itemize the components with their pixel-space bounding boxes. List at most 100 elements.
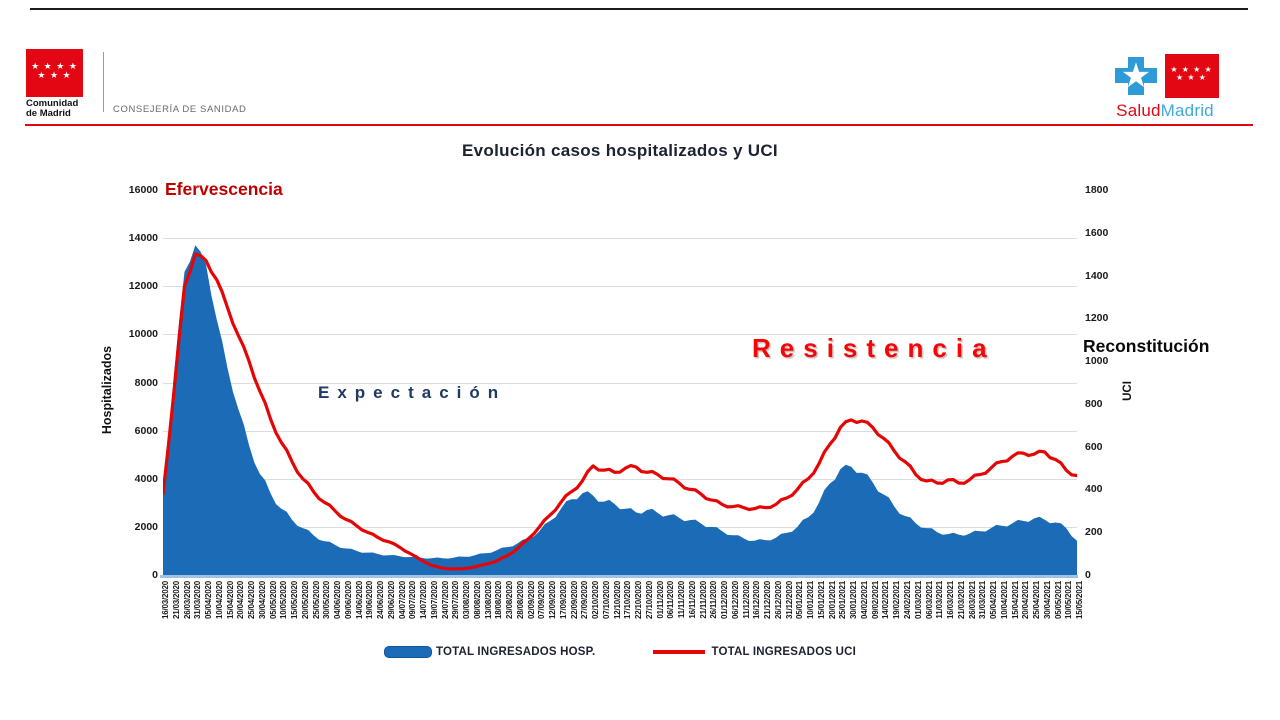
x-axis-label: 16/11/2020 xyxy=(687,581,697,619)
x-axis-label: 02/09/2020 xyxy=(526,581,536,620)
x-axis-label: 24/06/2020 xyxy=(376,581,386,620)
x-axis-label: 09/02/2021 xyxy=(870,581,880,620)
x-axis-label: 25/01/2021 xyxy=(838,581,848,620)
department-name: CONSEJERÍA DE SANIDAD xyxy=(113,104,247,115)
x-axis-label: 05/04/2020 xyxy=(204,581,213,620)
annotation-efervescencia: Efervescencia xyxy=(165,179,283,199)
right-axis-tick: 1800 xyxy=(1085,184,1109,196)
x-axis-label: 26/11/2020 xyxy=(709,581,719,619)
right-axis-tick: 1000 xyxy=(1085,355,1109,368)
x-axis-label: 30/01/2021 xyxy=(849,581,859,620)
x-axis-label: 21/11/2020 xyxy=(698,581,708,619)
x-axis-label: 26/12/2020 xyxy=(773,581,783,620)
x-axis-label: 15/01/2021 xyxy=(816,581,826,620)
x-axis-label: 20/04/2021 xyxy=(1021,581,1031,620)
right-axis-tick: 1200 xyxy=(1085,312,1109,325)
left-axis-tick: 14000 xyxy=(128,232,158,245)
top-border-line xyxy=(30,8,1248,10)
org-name-line1: Comunidad xyxy=(26,98,79,109)
area-line-plot xyxy=(163,245,1077,575)
left-axis-title: Hospitalizados xyxy=(100,345,114,435)
x-axis-label: 04/06/2020 xyxy=(333,581,342,620)
x-axis-label: 29/07/2020 xyxy=(451,581,461,620)
x-axis-label: 27/10/2020 xyxy=(644,581,654,620)
gridline xyxy=(163,382,1077,384)
madrid-text: Madrid xyxy=(1160,101,1214,120)
left-axis-tick: 8000 xyxy=(134,376,158,389)
x-axis-label: 26/03/2020 xyxy=(182,581,192,620)
x-axis-label: 04/02/2021 xyxy=(859,581,869,620)
x-axis-label: 10/04/2021 xyxy=(999,581,1009,620)
madrid-flag-icon: ★ ★ ★ ★ ★ ★ ★ xyxy=(26,49,83,97)
annotation-reconstitucion: Reconstitución xyxy=(1083,336,1210,356)
madrid-flag-small-icon: ★ ★ ★ ★ ★ ★ ★ xyxy=(1164,54,1219,98)
x-axis-label: 19/06/2020 xyxy=(365,581,375,620)
x-axis-label: 06/03/2021 xyxy=(924,581,934,620)
legend-label-uci: TOTAL INGRESADOS UCI xyxy=(711,646,857,658)
flag-stars-row1: ★ ★ ★ ★ xyxy=(31,61,78,71)
gridline xyxy=(163,238,1077,240)
x-axis-label: 24/07/2020 xyxy=(440,581,450,620)
flag-stars-row2: ★ ★ ★ xyxy=(1176,73,1207,82)
right-axis-tick: 1600 xyxy=(1085,226,1109,239)
x-axis-label: 30/04/2021 xyxy=(1042,581,1052,620)
header-divider xyxy=(103,52,104,112)
x-axis-label: 03/08/2020 xyxy=(462,581,472,620)
chart-title: Evolución casos hospitalizados y UCI xyxy=(462,141,778,160)
gridline xyxy=(163,430,1077,432)
hosp-area-series xyxy=(163,245,1077,575)
hosp-area-swatch-icon xyxy=(383,646,432,658)
header-rule xyxy=(25,124,1253,126)
x-axis-label: 15/04/2020 xyxy=(225,581,235,620)
x-axis-label: 22/09/2020 xyxy=(569,581,579,620)
right-axis-title: UCI xyxy=(1122,381,1134,401)
x-axis-label: 12/10/2020 xyxy=(612,581,622,620)
right-axis-tick: 400 xyxy=(1085,483,1103,496)
x-axis-label: 07/09/2020 xyxy=(537,581,547,620)
flag-stars-row1: ★ ★ ★ ★ xyxy=(1170,65,1213,74)
x-axis-label: 05/05/2020 xyxy=(268,581,278,620)
x-axis-label: 17/10/2020 xyxy=(623,581,633,620)
org-name: Comunidad de Madrid xyxy=(26,99,83,118)
x-axis-label: 15/05/2021 xyxy=(1075,581,1084,620)
x-axis-label: 16/03/2020 xyxy=(161,581,170,620)
x-axis-label: 10/01/2021 xyxy=(806,581,816,620)
legend-item-uci: TOTAL INGRESADOS UCI xyxy=(653,646,856,658)
annotation-expectacion: Expectación xyxy=(318,383,507,402)
x-axis-label: 12/09/2020 xyxy=(548,581,558,620)
left-axis-tick: 2000 xyxy=(134,520,158,533)
x-axis-label: 11/03/2021 xyxy=(935,581,945,619)
right-axis-tick: 600 xyxy=(1085,440,1103,453)
x-axis-label: 14/02/2021 xyxy=(881,581,891,620)
gridline xyxy=(163,478,1077,480)
x-axis-label: 09/06/2020 xyxy=(343,581,353,620)
x-axis-label: 21/03/2021 xyxy=(956,581,966,620)
x-axis-label: 31/03/2021 xyxy=(978,581,988,620)
x-axis-label: 06/12/2020 xyxy=(730,581,740,620)
x-axis-label: 23/08/2020 xyxy=(505,581,515,620)
right-axis-tick: 0 xyxy=(1085,569,1091,581)
x-axis-label: 20/01/2021 xyxy=(827,581,837,620)
x-axis-label: 18/08/2020 xyxy=(494,581,504,620)
right-axis-tick: 1400 xyxy=(1085,269,1109,282)
x-axis-label: 21/12/2020 xyxy=(763,581,773,620)
left-axis-tick: 12000 xyxy=(128,280,158,293)
x-axis-label: 15/05/2020 xyxy=(290,581,299,620)
x-axis-label: 10/05/2020 xyxy=(279,581,289,620)
x-axis-label: 17/09/2020 xyxy=(558,581,568,620)
left-axis-tick: 10000 xyxy=(128,328,158,341)
x-axis-label: 30/05/2020 xyxy=(322,581,332,620)
x-axis-label: 16/12/2020 xyxy=(752,581,762,620)
x-axis-label: 13/08/2020 xyxy=(483,581,493,620)
x-axis-label: 02/10/2020 xyxy=(591,581,601,620)
x-axis-label: 14/06/2020 xyxy=(354,581,364,620)
x-axis-label: 20/04/2020 xyxy=(236,581,246,620)
x-axis-label: 30/04/2020 xyxy=(257,581,267,620)
salud-madrid-wordmark: SaludMadrid xyxy=(1104,101,1226,121)
x-axis-label: 01/12/2020 xyxy=(720,581,730,620)
left-axis-tick: 16000 xyxy=(128,184,158,196)
x-axis-label: 19/07/2020 xyxy=(429,581,439,620)
svg-text:★: ★ xyxy=(1120,56,1150,96)
flag-stars-row2: ★ ★ ★ xyxy=(37,70,72,80)
x-axis-label: 01/11/2020 xyxy=(655,581,665,619)
